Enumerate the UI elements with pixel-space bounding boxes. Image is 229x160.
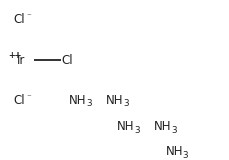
Text: 3: 3 [134, 126, 139, 135]
Text: NH: NH [153, 120, 171, 133]
Text: ⁻: ⁻ [26, 12, 31, 21]
Text: NH: NH [105, 93, 123, 107]
Text: ++: ++ [8, 51, 22, 60]
Text: ⁻: ⁻ [26, 93, 31, 102]
Text: 3: 3 [123, 100, 128, 108]
Text: Cl: Cl [14, 13, 25, 26]
Text: ++: ++ [8, 51, 21, 60]
Text: Cl: Cl [14, 93, 25, 107]
Text: NH: NH [69, 93, 86, 107]
Text: Cl: Cl [61, 53, 72, 67]
Text: 3: 3 [171, 126, 176, 135]
Text: 3: 3 [86, 100, 91, 108]
Text: 3: 3 [182, 151, 188, 160]
Text: NH: NH [117, 120, 134, 133]
Text: Ir: Ir [17, 53, 25, 67]
Text: NH: NH [165, 145, 182, 158]
